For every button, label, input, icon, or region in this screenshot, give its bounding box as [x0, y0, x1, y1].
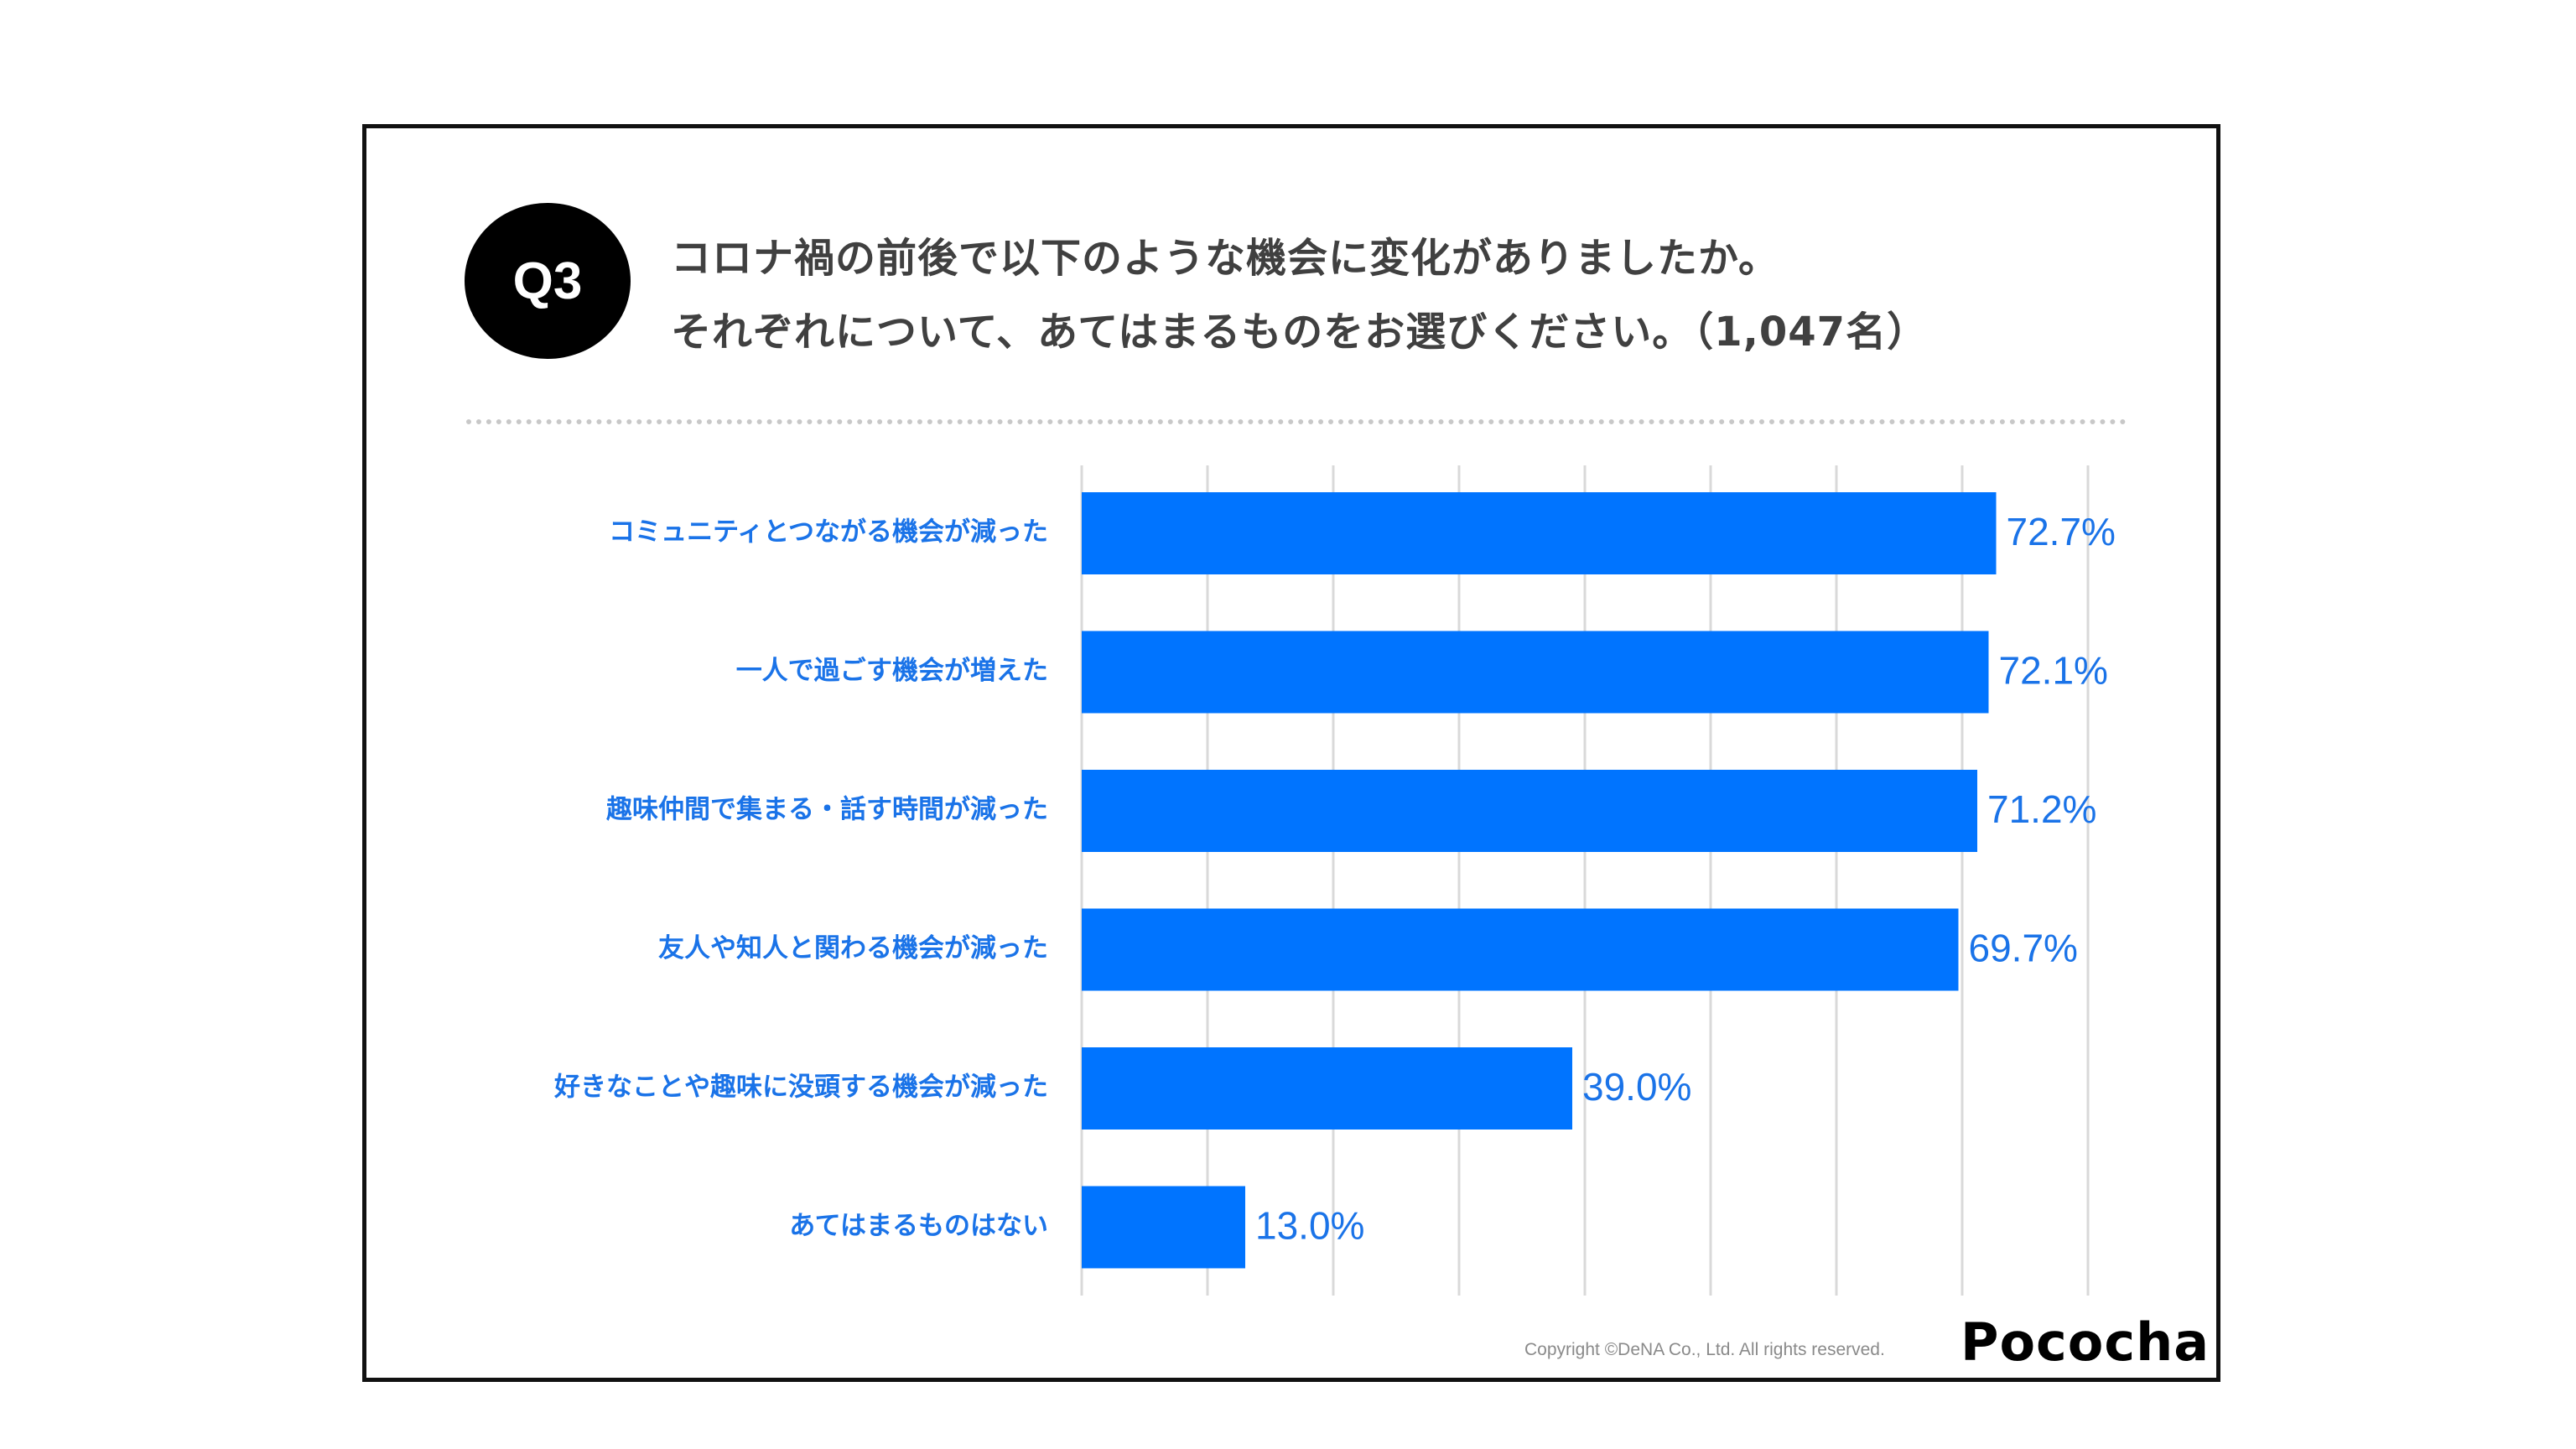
value-label: 72.7%	[2007, 510, 2116, 553]
bar	[1082, 492, 1997, 574]
bar	[1082, 770, 1977, 852]
bar	[1082, 631, 1989, 714]
category-label: 友人や知人と関わる機会が減った	[658, 933, 1048, 963]
category-label: 好きなことや趣味に没頭する機会が減った	[553, 1072, 1048, 1103]
category-label: 一人で過ごす機会が増えた	[736, 656, 1048, 686]
bar	[1082, 1047, 1572, 1130]
category-label: コミュニティとつながる機会が減った	[609, 517, 1048, 548]
chart-frame	[362, 124, 2220, 1382]
question-text-line1: コロナ禍の前後で以下のような機会に変化がありましたか。	[671, 235, 1780, 282]
value-label: 69.7%	[1969, 927, 2078, 970]
bar	[1082, 908, 1959, 991]
question-badge: Q3	[465, 203, 631, 359]
pococha-logo: Pococha	[1961, 1311, 2210, 1373]
question-text-line2: それぞれについて、あてはまるものをお選びください。（1,047名）	[671, 309, 1929, 356]
category-label: あてはまるものはない	[789, 1211, 1048, 1241]
value-label: 39.0%	[1582, 1065, 1691, 1109]
bar	[1082, 1186, 1245, 1269]
category-label: 趣味仲間で集まる・話す時間が減った	[606, 795, 1048, 825]
dotted-divider	[466, 419, 2127, 424]
value-label: 72.1%	[1999, 649, 2108, 693]
value-label: 71.2%	[1987, 787, 2096, 831]
value-label: 13.0%	[1255, 1204, 1364, 1248]
copyright-text: Copyright ©DeNA Co., Ltd. All rights res…	[1524, 1340, 1885, 1359]
